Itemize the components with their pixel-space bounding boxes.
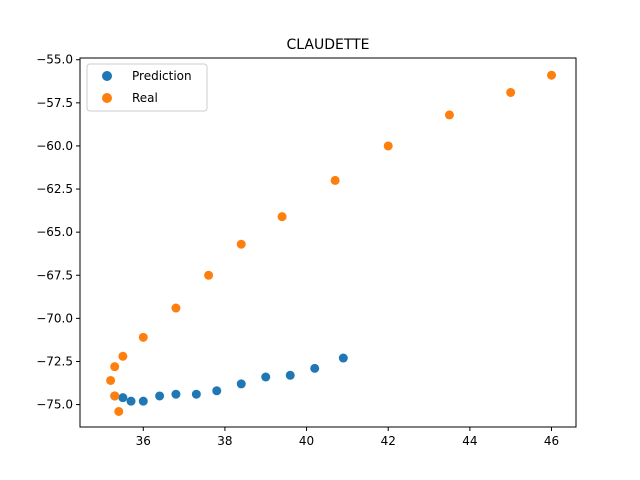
point-prediction: [138, 396, 148, 406]
plot-frame: [79, 57, 577, 428]
point-real: [110, 391, 120, 401]
point-prediction: [126, 396, 136, 406]
x-axis-ticks: 36 38 40 42 44 46: [136, 427, 559, 448]
y-tick-label: −65.0: [36, 225, 73, 239]
point-real: [383, 141, 393, 151]
point-real: [277, 212, 287, 222]
chart-title: CLAUDETTE: [286, 37, 369, 53]
point-real: [204, 270, 214, 280]
legend-marker-real: [102, 93, 112, 103]
point-real: [114, 406, 124, 416]
point-prediction: [261, 372, 271, 382]
point-prediction: [310, 363, 320, 373]
y-tick-label: −67.5: [36, 268, 73, 282]
point-real: [444, 110, 454, 120]
y-tick-label: −57.5: [36, 96, 73, 110]
point-prediction: [118, 393, 128, 403]
y-tick-label: −75.0: [36, 398, 73, 412]
point-prediction: [236, 379, 246, 389]
legend-box: [86, 63, 208, 112]
x-tick-label: 46: [544, 434, 559, 448]
y-tick-label: −55.0: [36, 53, 73, 67]
x-tick-label: 42: [381, 434, 396, 448]
y-tick-label: −60.0: [36, 139, 73, 153]
point-real: [171, 303, 181, 313]
point-prediction: [285, 370, 295, 380]
point-prediction: [338, 353, 348, 363]
y-tick-label: −72.5: [36, 354, 73, 368]
point-prediction: [212, 386, 222, 396]
point-real: [330, 175, 340, 185]
point-prediction: [191, 389, 201, 399]
data-points: [106, 70, 557, 416]
legend-marker-prediction: [102, 71, 112, 81]
x-tick-label: 38: [217, 434, 232, 448]
point-real: [110, 362, 120, 372]
point-real: [506, 87, 516, 97]
point-real: [106, 375, 116, 385]
point-real: [138, 332, 148, 342]
x-tick-label: 40: [299, 434, 314, 448]
point-real: [236, 239, 246, 249]
point-prediction: [155, 391, 165, 401]
point-prediction: [171, 389, 181, 399]
y-axis-ticks: −55.0 −57.5 −60.0 −62.5 −65.0 −67.5 −70.0 −72.5…: [36, 53, 80, 412]
point-real: [547, 70, 557, 80]
legend-label-real: Real: [132, 91, 158, 105]
legend: Prediction Real: [86, 63, 208, 112]
y-tick-label: −70.0: [36, 311, 73, 325]
x-tick-label: 44: [462, 434, 477, 448]
point-real: [118, 351, 128, 361]
x-tick-label: 36: [136, 434, 151, 448]
legend-label-prediction: Prediction: [132, 69, 192, 83]
y-tick-label: −62.5: [36, 182, 73, 196]
